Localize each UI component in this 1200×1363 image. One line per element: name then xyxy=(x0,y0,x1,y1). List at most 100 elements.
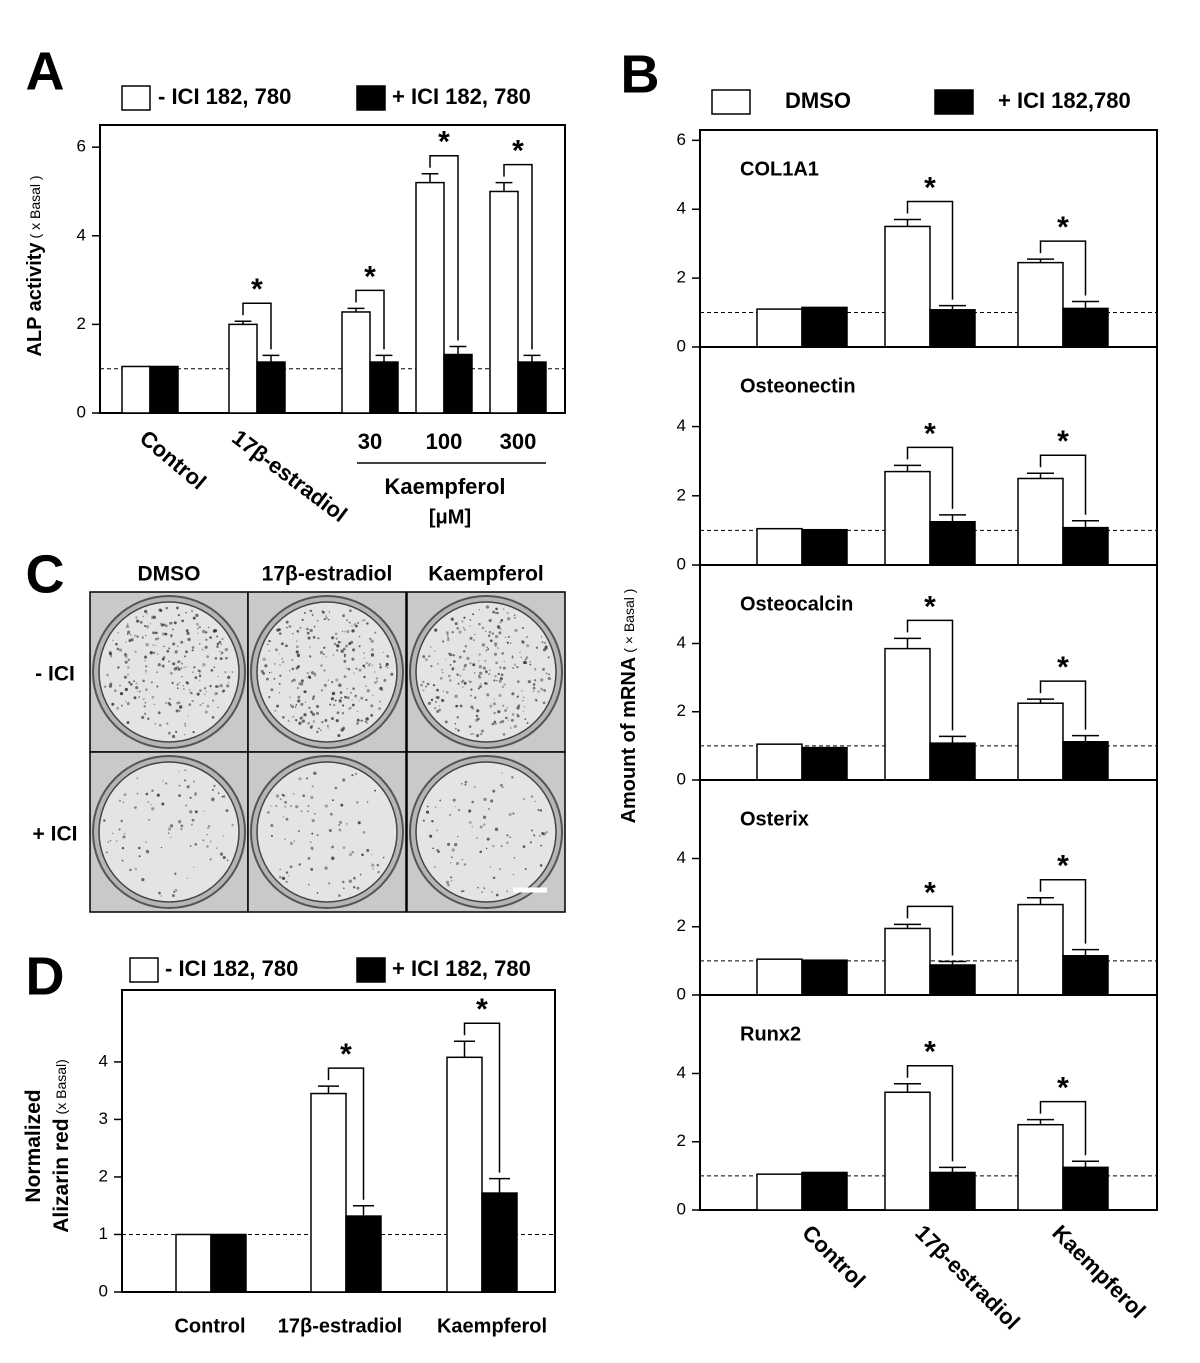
stain-dot xyxy=(127,630,131,634)
stain-dot xyxy=(429,834,433,838)
stain-dot xyxy=(135,616,138,619)
stain-dot xyxy=(312,720,316,723)
stain-dot xyxy=(168,703,172,707)
bar xyxy=(369,361,399,414)
stain-dot xyxy=(175,606,179,610)
stain-dot xyxy=(273,677,276,680)
stain-dot xyxy=(436,662,439,665)
stain-dot xyxy=(469,636,473,640)
stain-dot xyxy=(478,660,480,662)
stain-dot xyxy=(146,612,148,615)
x-tick-label: Kaempferol xyxy=(437,1315,547,1337)
stain-dot xyxy=(222,835,224,837)
stain-dot xyxy=(539,809,543,812)
stain-dot xyxy=(282,715,285,719)
stain-dot xyxy=(297,695,301,699)
stain-dot xyxy=(463,665,466,668)
stain-dot xyxy=(334,786,338,790)
stain-dot xyxy=(535,646,539,649)
stain-dot xyxy=(514,628,518,633)
stain-dot xyxy=(145,669,147,672)
stain-dot xyxy=(216,642,220,646)
bar xyxy=(929,309,976,348)
legend-swatch xyxy=(711,89,751,115)
stain-dot xyxy=(274,709,277,712)
subplot-title: Runx2 xyxy=(740,1023,801,1045)
stain-dot xyxy=(298,863,301,866)
stain-dot xyxy=(513,614,516,616)
stain-dot xyxy=(324,804,328,808)
stain-dot xyxy=(231,671,234,673)
stain-dot xyxy=(171,734,176,739)
stain-dot xyxy=(489,866,491,868)
stain-dot xyxy=(335,637,338,640)
stain-dot xyxy=(151,695,155,699)
stain-dot xyxy=(363,675,366,679)
stain-dot xyxy=(136,635,139,638)
stain-dot xyxy=(153,703,156,706)
stain-dot xyxy=(430,665,433,668)
stain-dot xyxy=(145,841,147,843)
stain-dot xyxy=(302,794,305,797)
stain-dot xyxy=(511,692,515,696)
stain-dot xyxy=(205,690,207,693)
y-tick-label: 4 xyxy=(677,199,686,218)
x-tick-label: Kaempferol xyxy=(1047,1220,1150,1323)
significance-bracket xyxy=(503,163,533,350)
legend-label: + ICI 182, 780 xyxy=(392,84,531,109)
stain-dot xyxy=(340,641,342,643)
legend-swatch xyxy=(129,957,159,983)
stain-dot xyxy=(279,798,282,801)
stain-dot xyxy=(354,694,358,698)
stain-dot xyxy=(435,696,438,699)
bar xyxy=(884,470,931,566)
stain-dot xyxy=(300,702,304,706)
stain-dot xyxy=(502,733,506,736)
stain-dot xyxy=(170,636,173,639)
stain-dot xyxy=(143,712,147,716)
stain-dot xyxy=(480,729,484,733)
stain-dot xyxy=(311,670,314,674)
stain-dot xyxy=(191,700,194,703)
stain-dot xyxy=(366,848,370,852)
stain-dot xyxy=(469,625,471,627)
stain-dot xyxy=(163,645,165,648)
stain-dot xyxy=(216,645,219,648)
stain-dot xyxy=(521,627,524,630)
stain-dot xyxy=(220,643,223,645)
stain-dot xyxy=(124,654,128,658)
error-bar xyxy=(939,304,966,310)
stain-dot xyxy=(331,845,334,849)
stain-dot xyxy=(178,710,181,712)
significance-bracket xyxy=(1039,240,1087,296)
significance-bracket xyxy=(463,1022,501,1173)
stain-dot xyxy=(301,618,304,621)
stain-dot xyxy=(432,847,434,850)
legend-swatch xyxy=(356,957,386,983)
stain-dot xyxy=(469,694,472,697)
stain-dot xyxy=(338,828,342,832)
stain-dot xyxy=(135,682,138,685)
stain-dot xyxy=(482,815,487,819)
stain-dot xyxy=(308,883,310,886)
stain-dot xyxy=(316,834,319,837)
stain-dot xyxy=(289,865,293,869)
group-label: Kaempferol xyxy=(384,474,505,499)
stain-dot xyxy=(312,635,316,639)
stain-dot xyxy=(522,798,526,801)
error-bar xyxy=(262,354,280,363)
stain-dot xyxy=(356,719,360,723)
stain-dot xyxy=(179,640,184,644)
stain-dot xyxy=(494,722,498,726)
bar xyxy=(149,365,179,414)
stain-dot xyxy=(110,655,113,658)
stain-dot xyxy=(336,649,339,652)
legend-label: + ICI 182, 780 xyxy=(392,956,531,981)
y-tick-label: 4 xyxy=(99,1051,108,1070)
stain-dot xyxy=(471,825,473,828)
stain-dot xyxy=(209,858,212,861)
stain-dot xyxy=(159,724,161,726)
stain-dot xyxy=(213,666,216,669)
stain-dot xyxy=(170,671,173,675)
stain-dot xyxy=(343,675,347,678)
